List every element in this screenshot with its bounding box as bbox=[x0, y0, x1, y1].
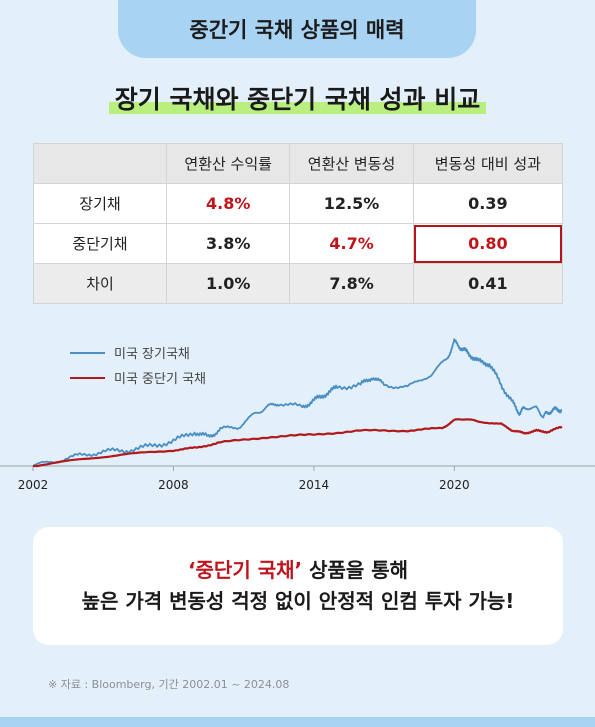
message-highlight: ‘중단기 국채’ bbox=[187, 558, 303, 582]
table-row: 차이 1.0% 7.8% 0.41 bbox=[33, 263, 564, 304]
legend-label: 미국 중단기 국채 bbox=[114, 372, 206, 387]
table-cell: 0.39 bbox=[412, 183, 564, 224]
table-header-cell: 연환산 수익률 bbox=[165, 143, 291, 184]
subtitle-wrap: 장기 국채와 중단기 국채 성과 비교 bbox=[0, 80, 595, 116]
message-line-1: ‘중단기 국채’ 상품을 통해 bbox=[188, 555, 408, 586]
legend-label: 미국 장기국채 bbox=[114, 347, 190, 362]
table-row: 중단기채 3.8% 4.7% 0.80 bbox=[33, 223, 564, 264]
source-note: ※ 자료 : Bloomberg, 기간 2002.01 ~ 2024.08 bbox=[48, 678, 290, 691]
bottom-bar bbox=[0, 717, 595, 727]
table-header-row: 연환산 수익률 연환산 변동성 변동성 대비 성과 bbox=[33, 143, 564, 184]
comparison-table: 연환산 수익률 연환산 변동성 변동성 대비 성과 장기채 4.8% 12.5%… bbox=[33, 143, 564, 304]
table-header-cell: 연환산 변동성 bbox=[289, 143, 414, 184]
series-line-1 bbox=[32, 338, 563, 467]
table-cell: 4.7% bbox=[289, 223, 414, 264]
table-row: 장기채 4.8% 12.5% 0.39 bbox=[33, 183, 564, 224]
header-title: 중간기 국채 상품의 매력 bbox=[118, 0, 476, 58]
table-cell: 12.5% bbox=[289, 183, 414, 224]
row-label: 차이 bbox=[33, 263, 167, 304]
table-cell: 1.0% bbox=[165, 263, 291, 304]
table-cell: 7.8% bbox=[289, 263, 414, 304]
row-label: 중단기채 bbox=[33, 223, 167, 264]
table-cell: 0.41 bbox=[412, 263, 564, 304]
series-line-2 bbox=[33, 418, 563, 468]
x-tick-label: 2014 bbox=[299, 478, 330, 492]
table-header-cell bbox=[33, 143, 167, 184]
x-tick-label: 2002 bbox=[18, 478, 49, 492]
x-tick-label: 2008 bbox=[158, 478, 189, 492]
table-cell: 3.8% bbox=[165, 223, 291, 264]
x-tick-label: 2020 bbox=[439, 478, 470, 492]
row-label: 장기채 bbox=[33, 183, 167, 224]
highlighted-cell: 0.80 bbox=[412, 223, 564, 264]
subtitle: 장기 국채와 중단기 국채 성과 비교 bbox=[108, 80, 487, 116]
message-box: ‘중단기 국채’ 상품을 통해 높은 가격 변동성 걱정 없이 안정적 인컴 투… bbox=[33, 527, 563, 645]
table-cell: 4.8% bbox=[165, 183, 291, 224]
table-header-cell: 변동성 대비 성과 bbox=[412, 143, 564, 184]
message-line-1-rest: 상품을 통해 bbox=[302, 558, 409, 582]
message-line-2: 높은 가격 변동성 걱정 없이 안정적 인컴 투자 가능! bbox=[81, 589, 515, 613]
